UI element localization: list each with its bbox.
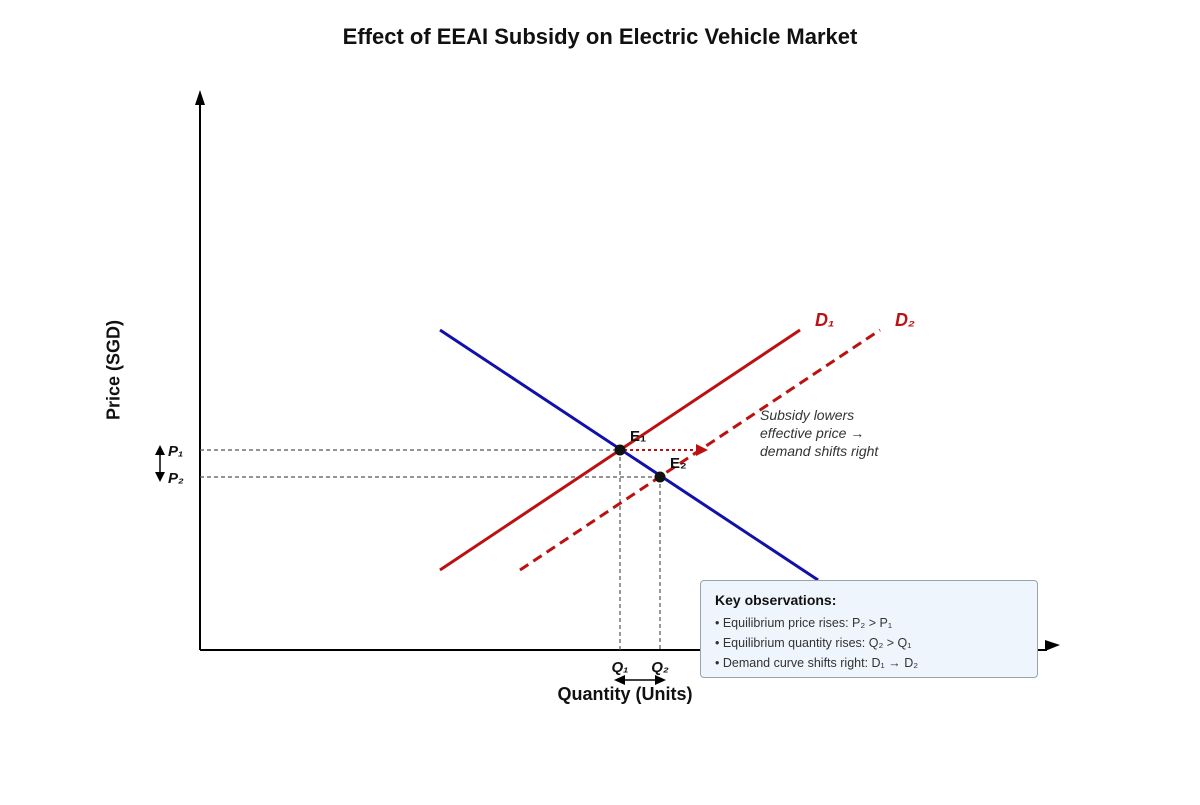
p1-tick-label: P₁ xyxy=(168,443,183,460)
observation-item: • Demand curve shifts right: D₁ → D₂ xyxy=(715,656,919,670)
quantity-right-arrow-icon xyxy=(655,675,666,685)
quantity-left-arrow-icon xyxy=(614,675,625,685)
equilibrium-point-e2 xyxy=(654,471,666,483)
y-axis-arrow-icon xyxy=(195,90,205,105)
observation-item: • Equilibrium quantity rises: Q₂ > Q₁ xyxy=(715,636,912,650)
y-axis-label: Price (SGD) xyxy=(103,319,124,421)
equilibrium-point-e1 xyxy=(614,444,626,456)
annotation-line: Subsidy lowers xyxy=(760,407,855,423)
price-up-arrow-icon xyxy=(155,445,165,455)
key-observations-title: Key observations: xyxy=(715,592,837,608)
annotation-line: effective price → xyxy=(760,425,865,441)
x-axis-arrow-icon xyxy=(1045,640,1060,651)
key-observations-box: Key observations: • Equilibrium price ri… xyxy=(700,580,1038,678)
q1-tick-label: Q₁ xyxy=(612,659,629,676)
q2-tick-label: Q₂ xyxy=(651,659,669,676)
d1-label: D₁ xyxy=(815,310,834,330)
annotation-line: demand shifts right xyxy=(760,443,879,459)
p2-tick-label: P₂ xyxy=(168,470,184,487)
d2-label: D₂ xyxy=(895,310,915,330)
observation-item: • Equilibrium price rises: P₂ > P₁ xyxy=(715,616,893,630)
e2-label: E₂ xyxy=(670,455,687,472)
e1-label: E₁ xyxy=(630,428,646,445)
supply-curve xyxy=(439,328,819,582)
x-axis-label: Quantity (Units) xyxy=(557,684,693,704)
diagram-title: Effect of EEAI Subsidy on Electric Vehic… xyxy=(342,24,858,49)
price-down-arrow-icon xyxy=(155,472,165,482)
